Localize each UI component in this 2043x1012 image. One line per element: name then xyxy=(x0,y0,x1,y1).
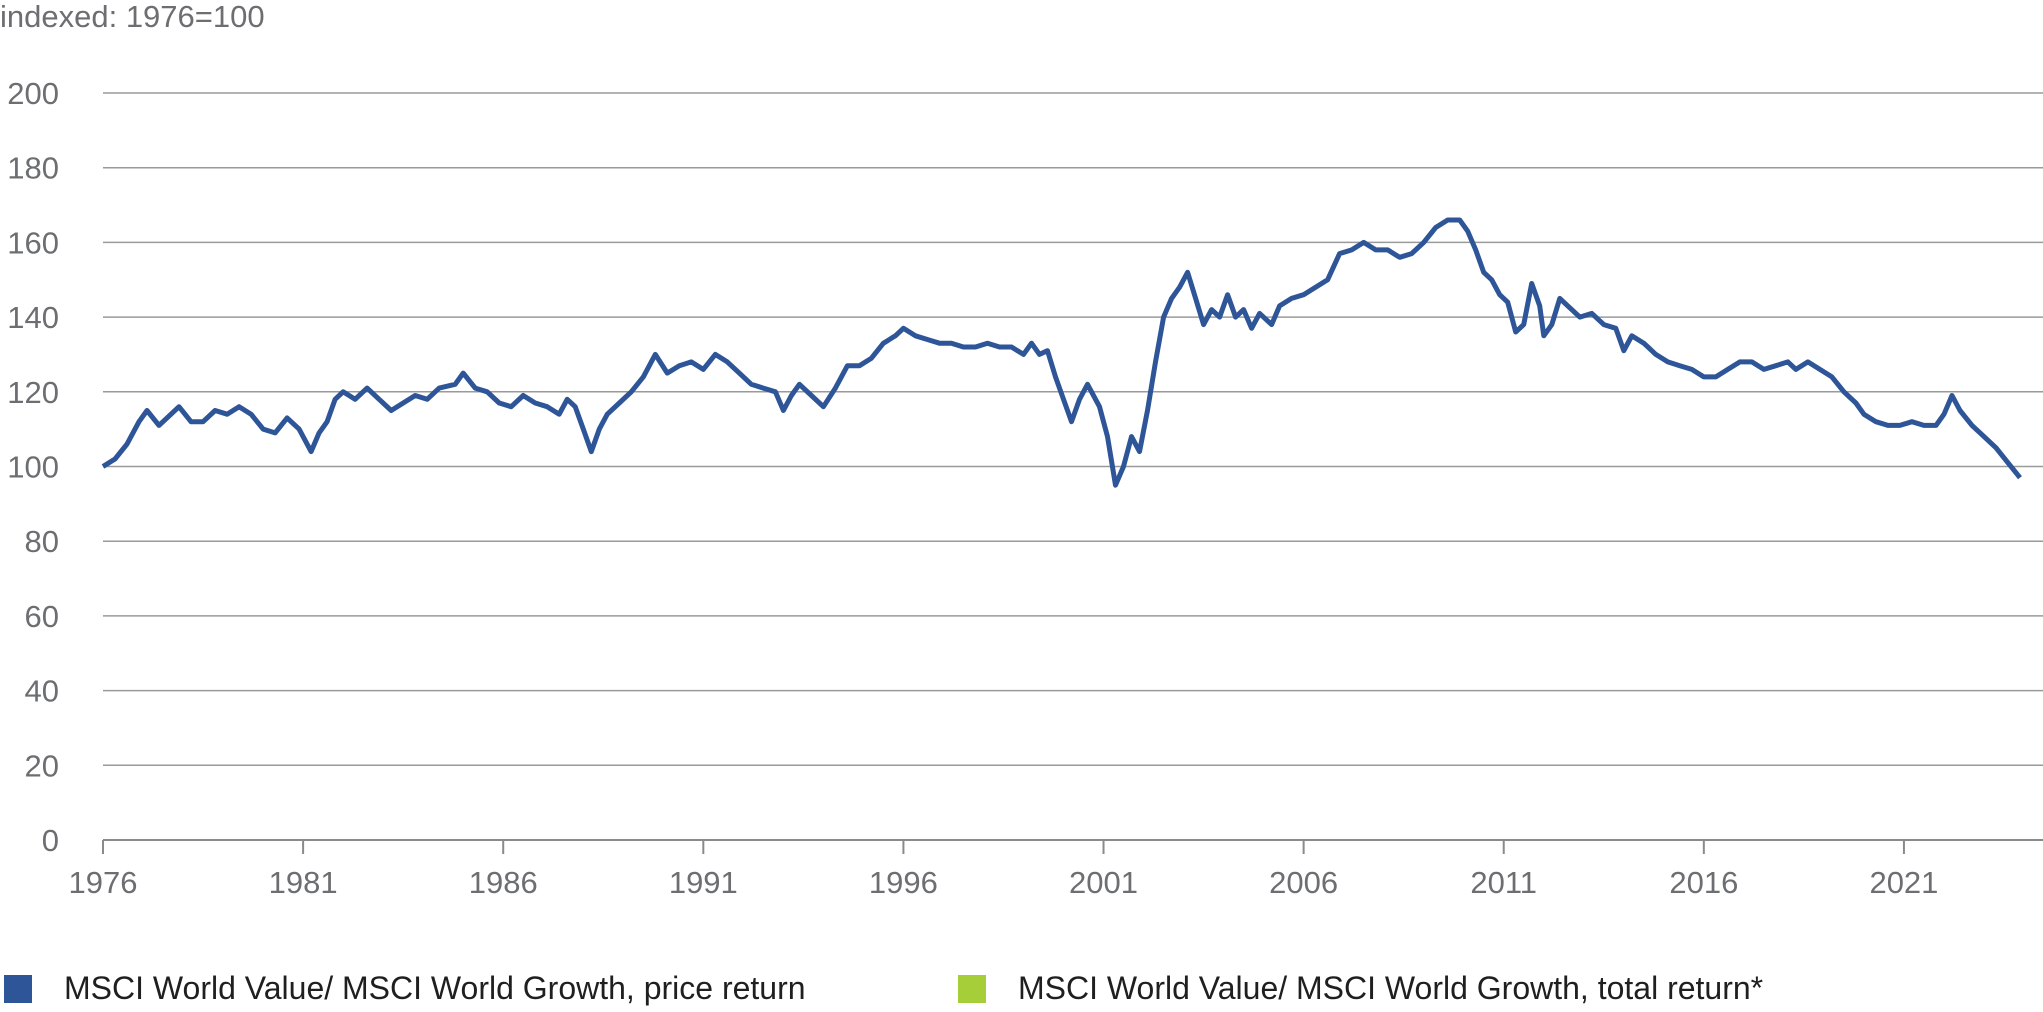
y-tick-label: 60 xyxy=(25,599,59,634)
y-tick-label: 160 xyxy=(7,225,59,260)
series-lines xyxy=(101,217,2022,488)
x-axis-ticks: 1976 1981 1986 1991 1996 2001 2006 2011 2016 2021 xyxy=(69,840,1938,900)
series-line-price-return xyxy=(101,217,2022,488)
legend-swatch-price-return xyxy=(4,974,32,1003)
y-tick-label: 0 xyxy=(42,823,59,858)
legend-item-total-return: MSCI World Value/ MSCI World Growth, tot… xyxy=(958,970,1763,1007)
x-tick-label: 1991 xyxy=(669,865,738,900)
y-tick-label: 20 xyxy=(25,748,59,783)
x-tick-label: 1976 xyxy=(69,865,138,900)
x-tick-label: 2011 xyxy=(1470,865,1537,900)
x-tick-label: 2001 xyxy=(1069,865,1138,900)
y-tick-label: 40 xyxy=(25,674,59,709)
y-tick-label: 100 xyxy=(7,450,59,485)
y-axis-label: indexed: 1976=100 xyxy=(0,0,265,34)
y-tick-label: 140 xyxy=(7,300,59,335)
x-tick-label: 1996 xyxy=(869,865,938,900)
legend-label-total-return: MSCI World Value/ MSCI World Growth, tot… xyxy=(1018,970,1764,1006)
y-tick-label: 80 xyxy=(25,524,59,559)
y-tick-label: 120 xyxy=(7,375,59,410)
x-tick-label: 2006 xyxy=(1269,865,1338,900)
y-tick-label: 180 xyxy=(7,151,59,186)
legend-label-price-return: MSCI World Value/ MSCI World Growth, pri… xyxy=(64,970,806,1006)
legend-swatch-total-return xyxy=(958,974,986,1003)
legend-item-price-return: MSCI World Value/ MSCI World Growth, pri… xyxy=(4,970,806,1007)
grid-lines xyxy=(103,92,2043,841)
x-tick-label: 1986 xyxy=(469,865,538,900)
x-tick-label: 1981 xyxy=(269,865,338,900)
x-tick-label: 2016 xyxy=(1669,865,1738,900)
y-axis-ticks: 0 20 40 60 80 100 120 140 160 180 200 xyxy=(7,76,59,858)
x-tick-label: 2021 xyxy=(1869,865,1938,900)
y-tick-label: 200 xyxy=(7,76,59,111)
